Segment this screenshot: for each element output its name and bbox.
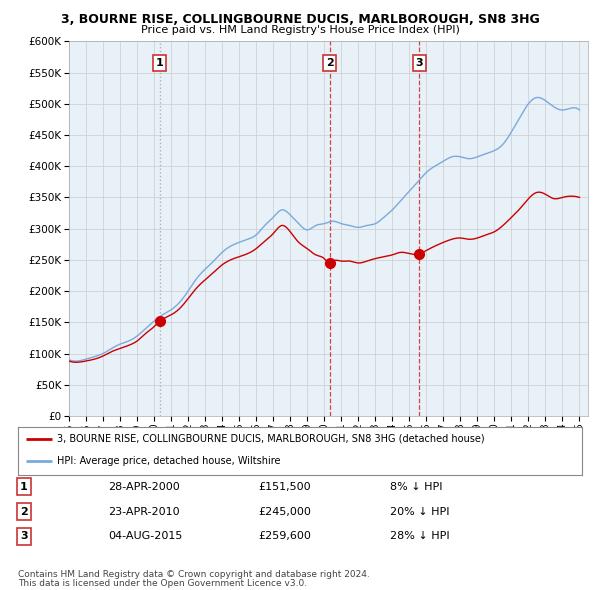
Text: Price paid vs. HM Land Registry's House Price Index (HPI): Price paid vs. HM Land Registry's House … bbox=[140, 25, 460, 35]
Text: 1: 1 bbox=[20, 482, 28, 491]
Text: 3: 3 bbox=[416, 58, 423, 68]
Text: 3: 3 bbox=[20, 532, 28, 541]
Text: £151,500: £151,500 bbox=[258, 482, 311, 491]
Text: This data is licensed under the Open Government Licence v3.0.: This data is licensed under the Open Gov… bbox=[18, 579, 307, 588]
Text: 04-AUG-2015: 04-AUG-2015 bbox=[108, 532, 182, 541]
Text: 1: 1 bbox=[155, 58, 163, 68]
Text: 20% ↓ HPI: 20% ↓ HPI bbox=[390, 507, 449, 516]
Text: £259,600: £259,600 bbox=[258, 532, 311, 541]
Text: HPI: Average price, detached house, Wiltshire: HPI: Average price, detached house, Wilt… bbox=[58, 457, 281, 467]
Text: £245,000: £245,000 bbox=[258, 507, 311, 516]
Text: 28-APR-2000: 28-APR-2000 bbox=[108, 482, 180, 491]
Text: 3, BOURNE RISE, COLLINGBOURNE DUCIS, MARLBOROUGH, SN8 3HG (detached house): 3, BOURNE RISE, COLLINGBOURNE DUCIS, MAR… bbox=[58, 434, 485, 444]
Text: 2: 2 bbox=[20, 507, 28, 516]
Text: 3, BOURNE RISE, COLLINGBOURNE DUCIS, MARLBOROUGH, SN8 3HG: 3, BOURNE RISE, COLLINGBOURNE DUCIS, MAR… bbox=[61, 13, 539, 26]
Text: 8% ↓ HPI: 8% ↓ HPI bbox=[390, 482, 443, 491]
Text: 23-APR-2010: 23-APR-2010 bbox=[108, 507, 179, 516]
Text: Contains HM Land Registry data © Crown copyright and database right 2024.: Contains HM Land Registry data © Crown c… bbox=[18, 571, 370, 579]
Text: 2: 2 bbox=[326, 58, 334, 68]
Text: 28% ↓ HPI: 28% ↓ HPI bbox=[390, 532, 449, 541]
